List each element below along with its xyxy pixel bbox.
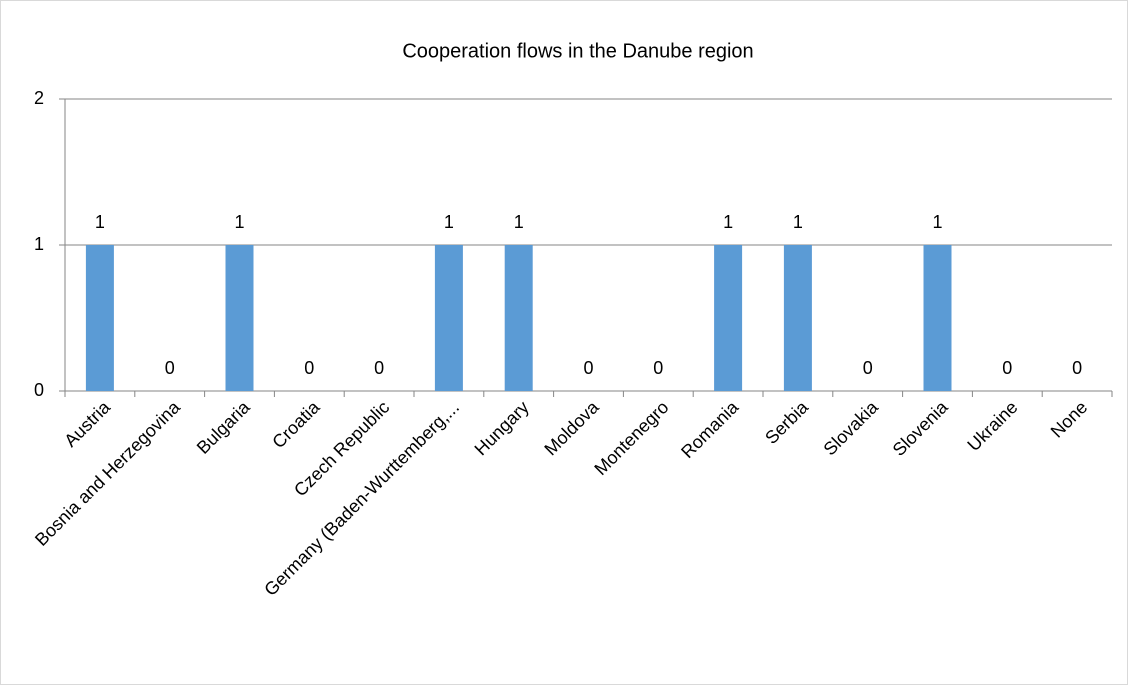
data-label: 0 bbox=[1002, 358, 1012, 378]
data-label: 0 bbox=[374, 358, 384, 378]
bar bbox=[783, 245, 812, 391]
data-label: 0 bbox=[583, 358, 593, 378]
data-label: 1 bbox=[95, 212, 105, 232]
data-label: 0 bbox=[653, 358, 663, 378]
data-label: 1 bbox=[932, 212, 942, 232]
chart-title: Cooperation flows in the Danube region bbox=[402, 40, 753, 62]
data-label: 1 bbox=[444, 212, 454, 232]
y-tick-label: 2 bbox=[34, 88, 44, 108]
bar bbox=[85, 245, 114, 391]
data-label: 0 bbox=[165, 358, 175, 378]
data-label: 0 bbox=[304, 358, 314, 378]
bar bbox=[714, 245, 743, 391]
data-label: 1 bbox=[234, 212, 244, 232]
bar bbox=[434, 245, 463, 391]
bar bbox=[225, 245, 254, 391]
data-label: 0 bbox=[1072, 358, 1082, 378]
data-label: 1 bbox=[514, 212, 524, 232]
data-label: 1 bbox=[793, 212, 803, 232]
y-tick-label: 1 bbox=[34, 234, 44, 254]
data-label: 1 bbox=[723, 212, 733, 232]
data-label: 0 bbox=[863, 358, 873, 378]
bar bbox=[923, 245, 952, 391]
bar bbox=[504, 245, 533, 391]
y-tick-label: 0 bbox=[34, 380, 44, 400]
